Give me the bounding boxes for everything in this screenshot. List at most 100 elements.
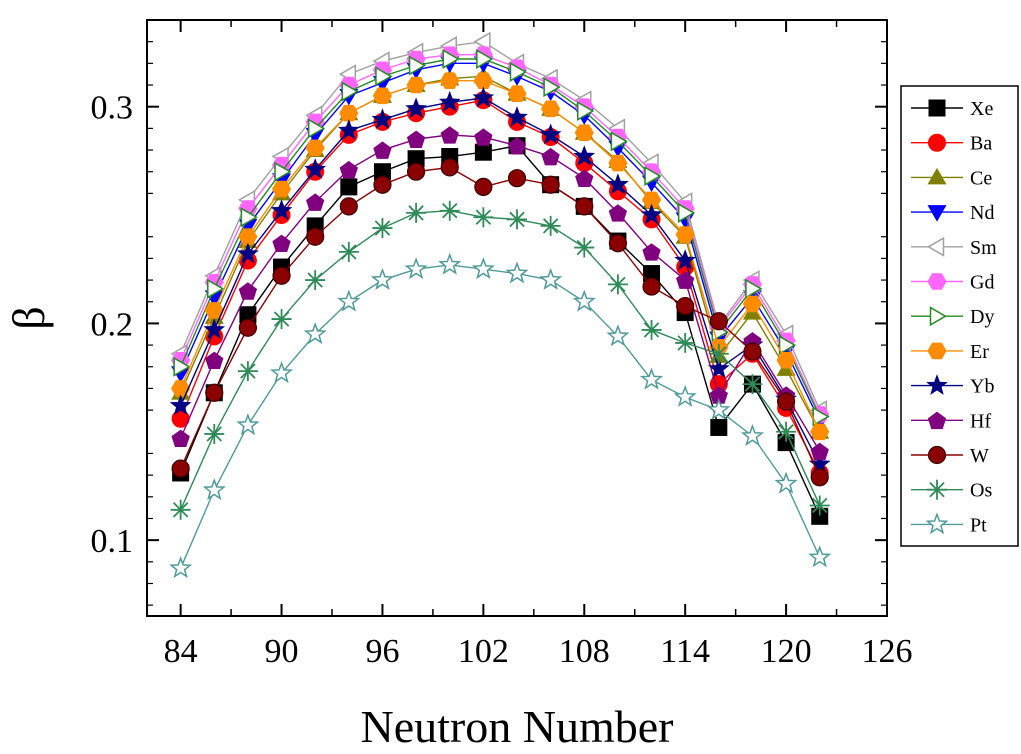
data-point (574, 237, 595, 258)
data-point (642, 277, 661, 296)
legend-label: Os (970, 480, 992, 502)
data-point (170, 499, 191, 520)
data-point (541, 100, 561, 118)
series-Ce (171, 66, 830, 439)
data-point (404, 257, 428, 280)
data-point (339, 160, 358, 179)
data-point (709, 312, 728, 331)
data-point (442, 49, 460, 69)
data-point (541, 175, 560, 194)
legend-marker (927, 342, 947, 360)
data-point (338, 241, 359, 262)
data-point (406, 76, 426, 94)
data-point (240, 207, 258, 228)
y-tick-label: 0.3 (91, 90, 134, 127)
data-point (306, 227, 325, 246)
x-tick-label: 102 (458, 633, 509, 670)
data-point (271, 309, 292, 330)
data-point (776, 351, 796, 369)
legend-label: Er (970, 341, 989, 363)
legend-marker (927, 445, 947, 465)
data-point (339, 104, 359, 122)
legend-label: Xe (970, 98, 993, 120)
data-point (608, 234, 628, 253)
axis-ticks: 84 90 96 102 108 114 120 126 0.1 0.2 0.3 (91, 20, 913, 670)
data-point (305, 270, 326, 291)
y-axis-title: β (3, 306, 54, 329)
data-point (169, 394, 192, 416)
data-point (438, 252, 462, 275)
series-line (179, 58, 821, 417)
x-tick-label: 120 (761, 633, 812, 670)
data-point (810, 468, 829, 487)
data-point (405, 97, 427, 119)
data-point (708, 343, 729, 364)
x-tick-label: 84 (164, 633, 198, 670)
data-point (742, 374, 763, 395)
data-point (373, 141, 392, 159)
legend-entry-Ba: Ba (911, 133, 992, 155)
legend-label: Gd (970, 272, 994, 294)
legend-label: Hf (970, 410, 991, 432)
data-point (778, 335, 797, 356)
data-point (575, 169, 594, 187)
data-point (810, 442, 829, 461)
data-point (439, 200, 460, 221)
data-point (408, 55, 427, 76)
data-point (204, 423, 225, 444)
data-point (440, 126, 459, 144)
data-point (440, 158, 459, 177)
data-point (677, 202, 696, 223)
series-Gd (171, 46, 830, 423)
data-point (474, 143, 492, 161)
x-tick-label: 96 (365, 633, 399, 670)
data-point (539, 267, 563, 290)
data-point (372, 218, 393, 239)
data-point (676, 271, 695, 289)
data-point (173, 356, 191, 377)
data-point (505, 261, 529, 284)
legend-entry-Sm: Sm (911, 237, 997, 259)
x-tick-label: 126 (862, 633, 913, 670)
data-point (607, 173, 629, 194)
data-point (371, 108, 394, 129)
data-point (306, 193, 325, 211)
legend-entry-Pt: Pt (911, 512, 987, 536)
series-line (179, 134, 821, 452)
data-series (169, 31, 832, 579)
series-Er (171, 72, 830, 441)
data-point (641, 191, 662, 209)
data-point (471, 257, 495, 280)
x-tick-label: 114 (660, 633, 710, 670)
series-Ba (171, 91, 829, 482)
data-point (575, 197, 594, 216)
data-point (710, 418, 728, 436)
legend-label: Ce (970, 167, 992, 189)
data-point (337, 119, 360, 140)
data-point (203, 318, 226, 340)
data-point (238, 318, 258, 337)
data-point (574, 124, 594, 141)
legend-entry-Er: Er (911, 341, 989, 363)
legend-marker (925, 512, 949, 535)
data-point (476, 49, 494, 69)
legend-entries: Xe Ba Ce Nd Sm Gd Dy Er Yb Hf W Os Pt (911, 98, 997, 536)
data-point (742, 295, 763, 313)
legend-entry-Dy: Dy (911, 306, 994, 328)
x-axis-title: Neutron Number (361, 701, 674, 752)
data-point (271, 180, 292, 198)
data-point (171, 380, 191, 397)
data-point (540, 215, 561, 236)
legend-label: Pt (970, 514, 987, 536)
data-point (339, 197, 358, 216)
series-W (171, 158, 829, 487)
data-point (237, 242, 259, 264)
data-point (238, 282, 258, 300)
data-point (473, 31, 491, 52)
data-point (641, 319, 662, 340)
series-line (180, 97, 821, 465)
data-point (607, 274, 628, 295)
data-point (307, 118, 326, 139)
data-point (674, 249, 697, 270)
